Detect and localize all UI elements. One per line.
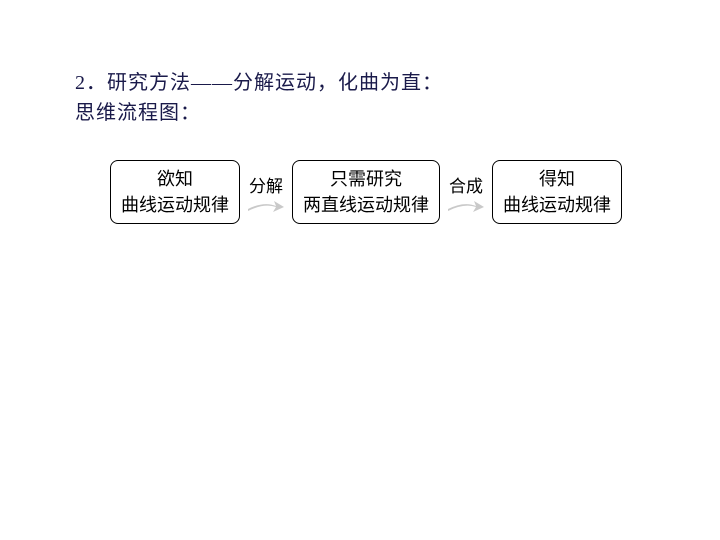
node-1-line-2: 曲线运动规律 [121, 192, 229, 218]
connector-1: 分解 [246, 170, 286, 215]
node-2-line-1: 只需研究 [303, 166, 429, 192]
node-3-line-2: 曲线运动规律 [503, 192, 611, 218]
connector-1-label: 分解 [249, 172, 283, 197]
flow-node-3: 得知 曲线运动规律 [492, 160, 622, 224]
node-1-line-1: 欲知 [121, 166, 229, 192]
flow-node-2: 只需研究 两直线运动规律 [292, 160, 440, 224]
connector-2: 合成 [446, 170, 486, 215]
flowchart: 欲知 曲线运动规律 分解 只需研究 两直线运动规律 合成 得知 曲线运动规律 [110, 160, 622, 224]
arrow-right-icon [246, 199, 286, 215]
flow-node-1: 欲知 曲线运动规律 [110, 160, 240, 224]
connector-2-label: 合成 [449, 172, 483, 197]
node-2-line-2: 两直线运动规律 [303, 192, 429, 218]
heading-line-2: 思维流程图： [75, 98, 443, 128]
heading-line-1: 2．研究方法——分解运动，化曲为直： [75, 68, 443, 98]
heading-block: 2．研究方法——分解运动，化曲为直： 思维流程图： [75, 68, 443, 128]
arrow-right-icon [446, 199, 486, 215]
node-3-line-1: 得知 [503, 166, 611, 192]
